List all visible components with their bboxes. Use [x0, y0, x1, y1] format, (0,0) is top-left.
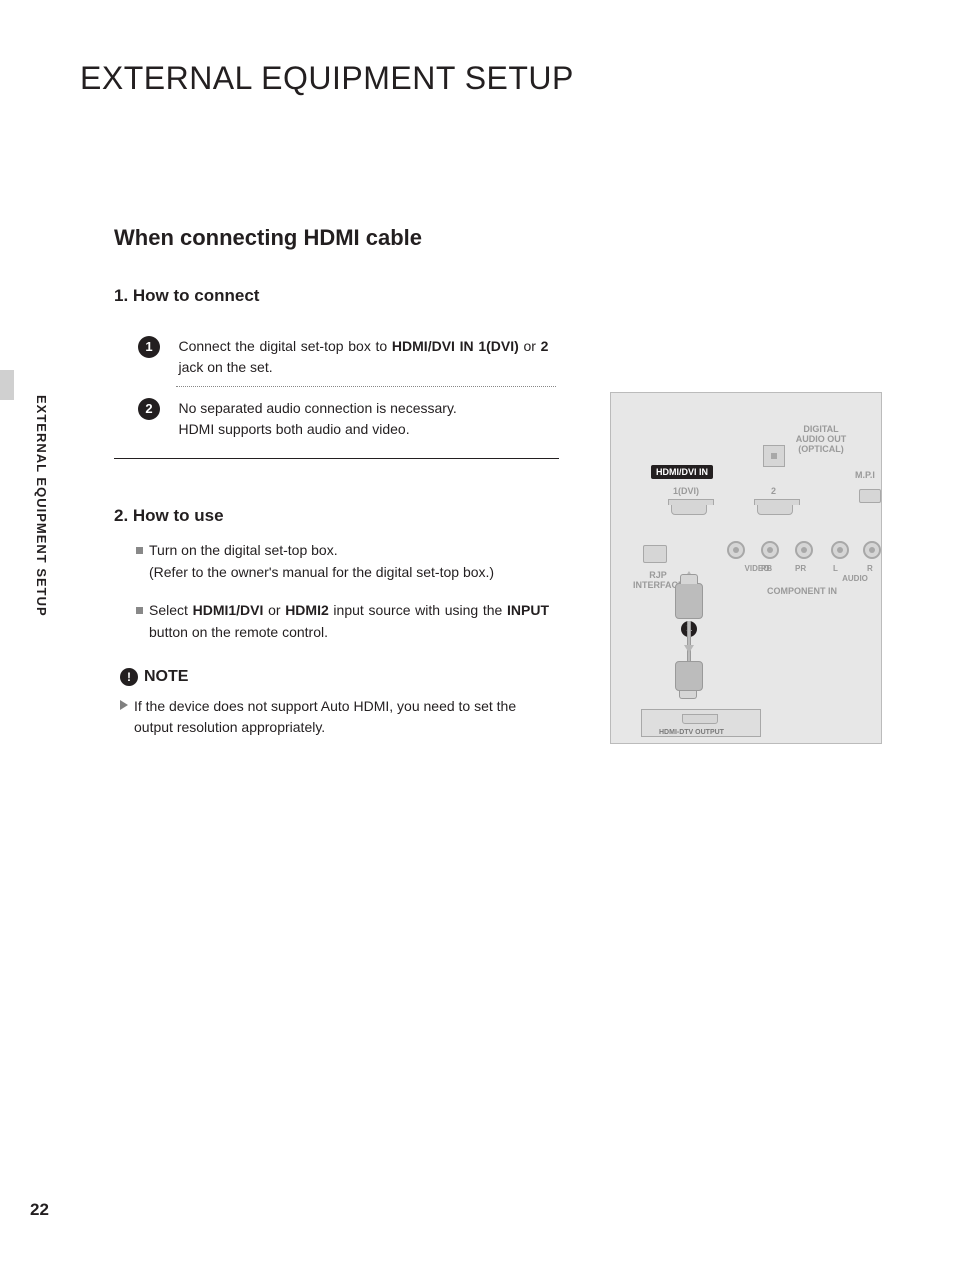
step2-l1: No separated audio connection is necessa… — [178, 400, 456, 416]
b2-b3: INPUT — [507, 602, 549, 618]
rca-pr-icon — [795, 541, 813, 559]
rca-y-icon — [727, 541, 745, 559]
rjp-port-icon — [643, 545, 667, 563]
audio-label: AUDIO — [835, 575, 875, 584]
square-bullet-icon — [136, 547, 143, 554]
hdmi-dvi-in-label: HDMI/DVI IN — [651, 465, 713, 479]
hdmi-plug-tip-icon — [679, 691, 697, 699]
step1-b1: HDMI/DVI IN 1(DVI) — [392, 338, 519, 354]
note-icon: ! — [120, 668, 138, 686]
b2-pre: Select — [149, 602, 193, 618]
step-1-text: Connect the digital set-top box to HDMI/… — [178, 336, 548, 378]
b2-b2: HDMI2 — [285, 602, 329, 618]
stb-hdmi-port-icon — [682, 714, 718, 724]
b2-m2: input source with using the — [329, 602, 507, 618]
triangle-bullet-icon — [120, 700, 128, 710]
b1-l2: (Refer to the owner's manual for the dig… — [149, 564, 494, 580]
b2-m1: or — [263, 602, 285, 618]
step1-mid: or — [519, 338, 541, 354]
step-badge-1: 1 — [138, 336, 160, 358]
solid-separator — [114, 458, 559, 459]
step-2-text: No separated audio connection is necessa… — [178, 398, 548, 440]
l-label: L — [833, 565, 838, 574]
pb-label: PB — [761, 565, 772, 574]
step2-l2: HDMI supports both audio and video. — [178, 421, 409, 437]
mpi-port-icon — [859, 489, 881, 503]
cable-line-icon — [687, 621, 691, 661]
note-heading: ! NOTE — [120, 668, 188, 686]
bullet-2: Select HDMI1/DVI or HDMI2 input source w… — [136, 600, 556, 643]
stb-output-label: HDMI-DTV OUTPUT — [659, 729, 724, 737]
step1-post: jack on the set. — [178, 359, 272, 375]
r-label: R — [867, 565, 873, 574]
rca-pb-icon — [761, 541, 779, 559]
square-bullet-icon — [136, 607, 143, 614]
dotted-separator — [176, 386, 556, 387]
step-1: 1 Connect the digital set-top box to HDM… — [138, 336, 558, 378]
port1-label: 1(DVI) — [673, 487, 699, 497]
video-label: VIDEO — [727, 565, 787, 574]
bullet-1-text: Turn on the digital set-top box. (Refer … — [149, 540, 549, 583]
step1-b2: 2 — [541, 338, 549, 354]
b2-post: button on the remote control. — [149, 624, 328, 640]
port2-label: 2 — [771, 487, 776, 497]
rca-l-icon — [831, 541, 849, 559]
b1-l1: Turn on the digital set-top box. — [149, 542, 338, 558]
note-text: If the device does not support Auto HDMI… — [134, 696, 544, 738]
subheading-use: 2. How to use — [114, 506, 224, 526]
hdmi-plug-top-icon — [675, 583, 703, 619]
section-heading: When connecting HDMI cable — [114, 225, 422, 251]
page-number: 22 — [30, 1200, 49, 1220]
digital-audio-out-label: DIGITAL AUDIO OUT (OPTICAL) — [791, 425, 851, 455]
hdmi-plug-bottom-icon — [675, 661, 703, 691]
arrow-down-icon — [684, 645, 694, 653]
component-in-label: COMPONENT IN — [767, 587, 837, 597]
step-2: 2 No separated audio connection is neces… — [138, 398, 558, 440]
hdmi-port-1-icon — [671, 503, 707, 515]
b2-b1: HDMI1/DVI — [193, 602, 264, 618]
note-row: If the device does not support Auto HDMI… — [120, 696, 560, 738]
page-title: EXTERNAL EQUIPMENT SETUP — [80, 60, 574, 97]
rca-r-icon — [863, 541, 881, 559]
connection-diagram: HDMI/DVI IN DIGITAL AUDIO OUT (OPTICAL) … — [610, 392, 882, 744]
side-section-label: EXTERNAL EQUIPMENT SETUP — [34, 395, 49, 617]
subheading-connect: 1. How to connect — [114, 286, 259, 306]
bullet-1: Turn on the digital set-top box. (Refer … — [136, 540, 556, 583]
pr-label: PR — [795, 565, 806, 574]
mpi-label: M.P.I — [855, 471, 875, 481]
side-tab — [0, 370, 14, 400]
note-heading-text: NOTE — [144, 668, 188, 685]
hdmi-port-2-icon — [757, 503, 793, 515]
optical-port-icon — [763, 445, 785, 467]
bullet-2-text: Select HDMI1/DVI or HDMI2 input source w… — [149, 600, 549, 643]
step-badge-2: 2 — [138, 398, 160, 420]
step1-pre: Connect the digital set-top box to — [178, 338, 391, 354]
